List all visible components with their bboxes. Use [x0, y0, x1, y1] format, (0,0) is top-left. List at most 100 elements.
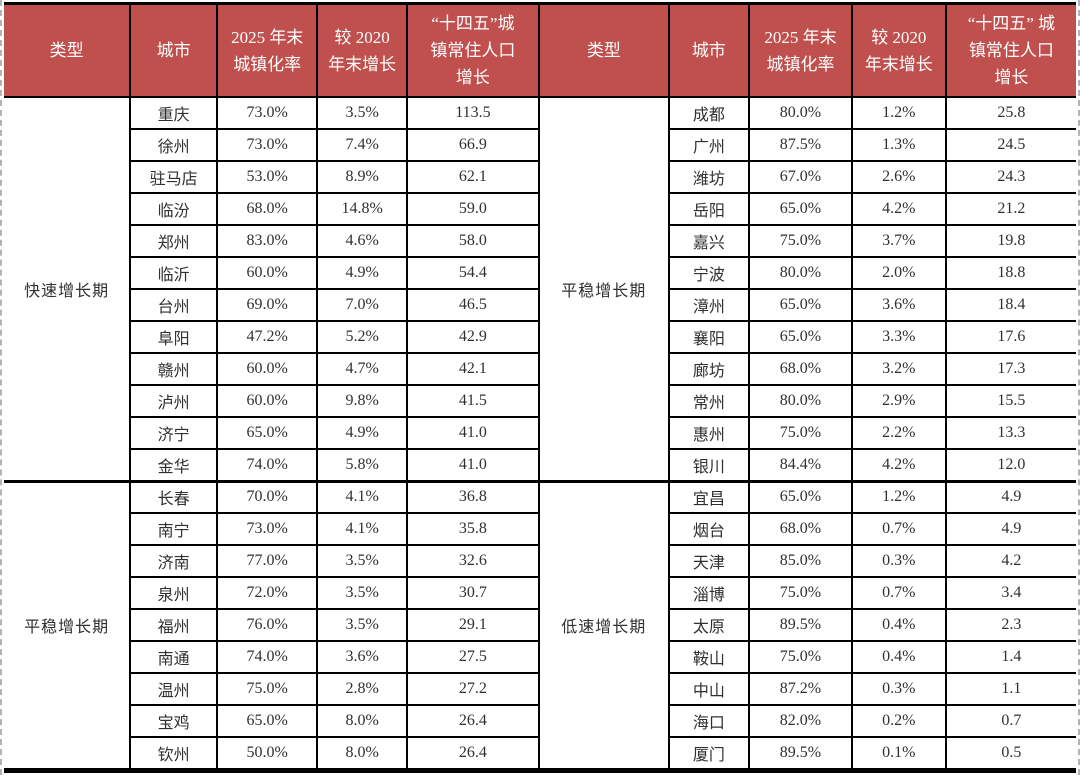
header-row: 类型 城市 2025 年末 城镇化率 较 2020 年末增长 “十四五”城 镇常…	[4, 5, 541, 98]
table-row: 潍坊 67.0% 2.6% 24.3	[540, 160, 1076, 194]
growth-vs-2020-cell: 3.6%	[850, 288, 947, 322]
population-growth-cell: 4.9	[944, 479, 1076, 514]
city-cell: 钦州	[129, 736, 218, 770]
urbanization-rate-cell: 69.0%	[215, 288, 319, 322]
header-row: 类型 城市 2025 年末 城镇化率 较 2020 年末增长 “十四五” 城 镇…	[540, 5, 1076, 98]
growth-phase-cell: 低速增长期	[540, 479, 670, 770]
city-cell: 郑州	[129, 224, 218, 258]
growth-vs-2020-cell: 1.2%	[850, 479, 947, 514]
growth-vs-2020-cell: 3.2%	[850, 352, 947, 386]
table-row: 临汾 68.0% 14.8% 59.0	[4, 192, 541, 226]
growth-vs-2020-cell: 4.7%	[316, 352, 408, 386]
table-row: 阜阳 47.2% 5.2% 42.9	[4, 320, 541, 354]
growth-vs-2020-cell: 4.6%	[316, 224, 408, 258]
population-growth-cell: 27.5	[405, 640, 541, 674]
growth-vs-2020-cell: 3.7%	[850, 224, 947, 258]
city-cell: 中山	[667, 672, 751, 706]
population-growth-cell: 4.9	[944, 512, 1076, 546]
city-cell: 厦门	[667, 736, 751, 770]
urbanization-rate-cell: 65.0%	[748, 192, 853, 226]
urbanization-rate-cell: 68.0%	[215, 192, 319, 226]
growth-vs-2020-cell: 4.2%	[850, 192, 947, 226]
population-growth-cell: 4.2	[944, 544, 1076, 578]
city-cell: 徐州	[129, 128, 218, 162]
table-row: 驻马店 53.0% 8.9% 62.1	[4, 160, 541, 194]
population-growth-cell: 24.3	[944, 160, 1076, 194]
growth-vs-2020-cell: 8.9%	[316, 160, 408, 194]
growth-vs-2020-cell: 5.8%	[316, 448, 408, 482]
urbanization-rate-cell: 65.0%	[215, 704, 319, 738]
table-row: 南宁 73.0% 4.1% 35.8	[4, 512, 541, 546]
city-cell: 银川	[667, 448, 751, 482]
city-cell: 温州	[129, 672, 218, 706]
table-row: 广州 87.5% 1.3% 24.5	[540, 128, 1076, 162]
urbanization-rate-cell: 73.0%	[215, 96, 319, 130]
urbanization-rate-cell: 87.5%	[748, 128, 853, 162]
population-growth-cell: 41.0	[405, 448, 541, 482]
population-growth-cell: 2.3	[944, 608, 1076, 642]
population-growth-cell: 1.1	[944, 672, 1076, 706]
col-header-population-growth: “十四五” 城 镇常住人口 增长	[944, 5, 1076, 98]
population-growth-cell: 17.3	[944, 352, 1076, 386]
growth-vs-2020-cell: 0.1%	[850, 736, 947, 770]
table-row: 太原 89.5% 0.4% 2.3	[540, 608, 1076, 642]
growth-vs-2020-cell: 4.1%	[316, 512, 408, 546]
col-header-population-growth: “十四五”城 镇常住人口 增长	[405, 5, 541, 98]
col-header-type: 类型	[540, 5, 670, 98]
growth-vs-2020-cell: 7.4%	[316, 128, 408, 162]
urbanization-rate-cell: 75.0%	[748, 416, 853, 450]
table-row: 钦州 50.0% 8.0% 26.4	[4, 736, 541, 770]
table-row: 宝鸡 65.0% 8.0% 26.4	[4, 704, 541, 738]
population-growth-cell: 58.0	[405, 224, 541, 258]
growth-phase-cell: 快速增长期	[4, 96, 132, 482]
urbanization-rate-cell: 80.0%	[748, 384, 853, 418]
population-growth-cell: 12.0	[944, 448, 1076, 482]
growth-vs-2020-cell: 0.4%	[850, 608, 947, 642]
table-row: 济南 77.0% 3.5% 32.6	[4, 544, 541, 578]
city-cell: 金华	[129, 448, 218, 482]
population-growth-cell: 42.9	[405, 320, 541, 354]
growth-vs-2020-cell: 8.0%	[316, 736, 408, 770]
population-growth-cell: 15.5	[944, 384, 1076, 418]
urbanization-rate-cell: 87.2%	[748, 672, 853, 706]
table-row: 金华 74.0% 5.8% 41.0	[4, 448, 541, 482]
population-growth-cell: 30.7	[405, 576, 541, 610]
urbanization-rate-cell: 68.0%	[748, 512, 853, 546]
table-row: 福州 76.0% 3.5% 29.1	[4, 608, 541, 642]
population-growth-cell: 3.4	[944, 576, 1076, 610]
col-header-urbanization-rate: 2025 年末 城镇化率	[215, 5, 319, 98]
city-cell: 嘉兴	[667, 224, 751, 258]
growth-vs-2020-cell: 1.2%	[850, 96, 947, 130]
growth-vs-2020-cell: 0.7%	[850, 512, 947, 546]
city-cell: 临汾	[129, 192, 218, 226]
population-growth-cell: 42.1	[405, 352, 541, 386]
population-growth-cell: 19.8	[944, 224, 1076, 258]
table-row: 平稳增长期 成都 80.0% 1.2% 25.8	[540, 96, 1076, 482]
urbanization-rate-cell: 82.0%	[748, 704, 853, 738]
urbanization-rate-cell: 60.0%	[215, 384, 319, 418]
city-cell: 宝鸡	[129, 704, 218, 738]
city-cell: 南通	[129, 640, 218, 674]
population-growth-cell: 0.7	[944, 704, 1076, 738]
table-row: 常州 80.0% 2.9% 15.5	[540, 384, 1076, 418]
growth-vs-2020-cell: 1.3%	[850, 128, 947, 162]
growth-vs-2020-cell: 14.8%	[316, 192, 408, 226]
urbanization-rate-cell: 77.0%	[215, 544, 319, 578]
urbanization-rate-cell: 73.0%	[215, 128, 319, 162]
growth-vs-2020-cell: 4.2%	[850, 448, 947, 482]
urbanization-rate-cell: 89.5%	[748, 608, 853, 642]
growth-vs-2020-cell: 5.2%	[316, 320, 408, 354]
growth-vs-2020-cell: 7.0%	[316, 288, 408, 322]
population-growth-cell: 46.5	[405, 288, 541, 322]
table-row: 泸州 60.0% 9.8% 41.5	[4, 384, 541, 418]
urbanization-rate-cell: 53.0%	[215, 160, 319, 194]
urbanization-rate-cell: 65.0%	[748, 479, 853, 514]
table-row: 廊坊 68.0% 3.2% 17.3	[540, 352, 1076, 386]
city-cell: 烟台	[667, 512, 751, 546]
urbanization-rate-cell: 65.0%	[215, 416, 319, 450]
population-growth-cell: 21.2	[944, 192, 1076, 226]
urbanization-rate-cell: 60.0%	[215, 352, 319, 386]
city-cell: 台州	[129, 288, 218, 322]
population-growth-cell: 29.1	[405, 608, 541, 642]
city-cell: 太原	[667, 608, 751, 642]
